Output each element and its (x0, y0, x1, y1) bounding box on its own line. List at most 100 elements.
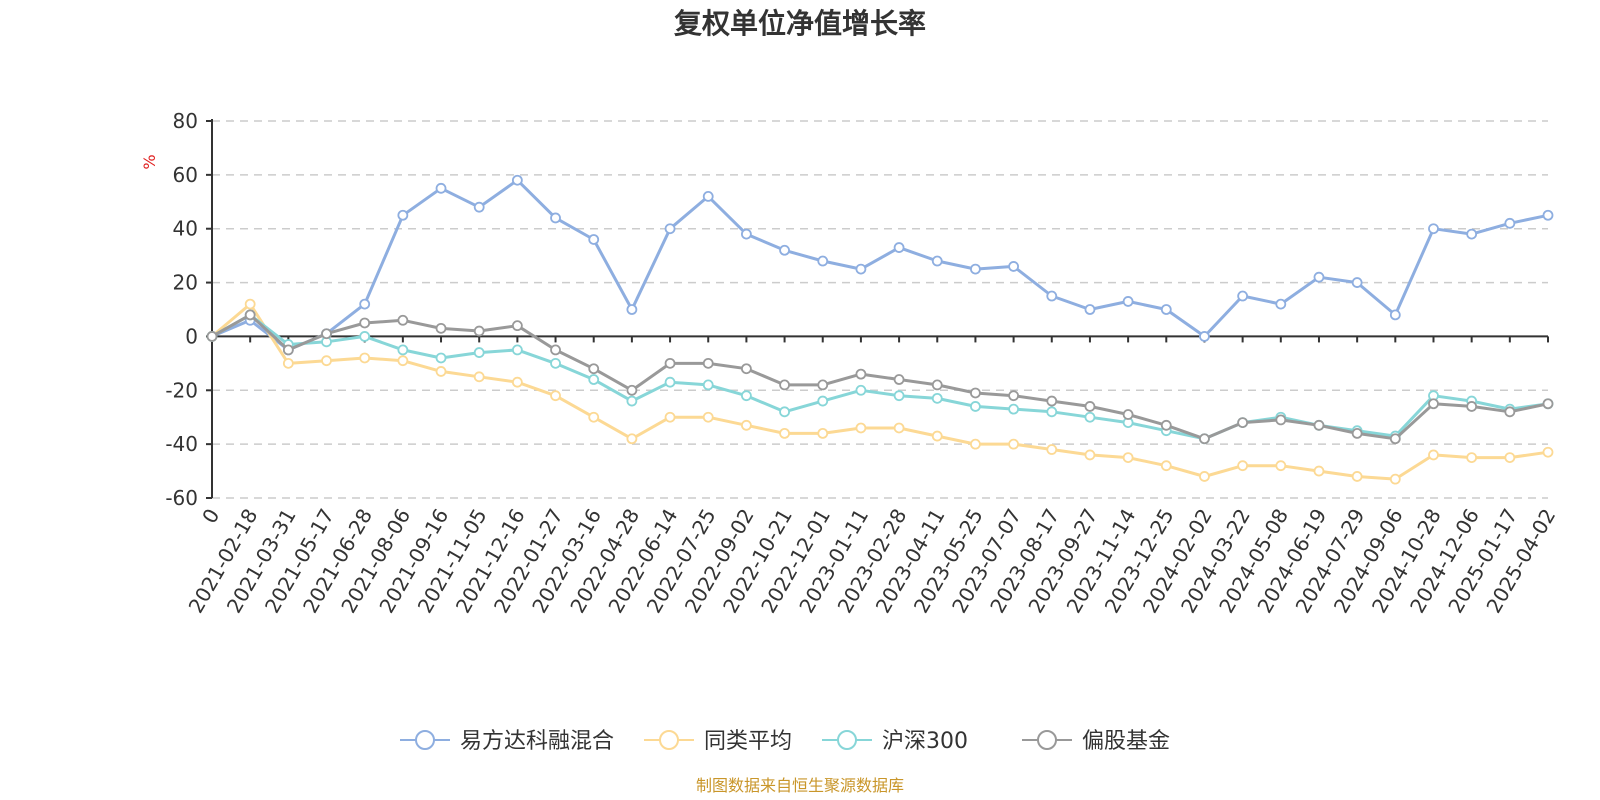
data-point (1542, 209, 1554, 221)
y-tick-label: 20 (173, 271, 198, 295)
data-point (931, 255, 943, 267)
data-point (1008, 261, 1019, 272)
data-point (970, 263, 981, 275)
legend-marker-icon (837, 730, 857, 750)
data-point (397, 355, 409, 367)
data-point (1542, 446, 1554, 458)
data-point (779, 244, 790, 256)
data-point (1275, 298, 1287, 310)
data-point (741, 228, 752, 240)
data-point (626, 433, 638, 445)
data-point (1237, 460, 1249, 472)
data-point (855, 263, 867, 275)
data-point (702, 357, 714, 369)
data-point (282, 357, 294, 369)
data-point (1466, 228, 1478, 240)
data-point (1046, 444, 1058, 455)
data-point (359, 352, 371, 364)
data-point (702, 379, 714, 391)
data-point (1122, 296, 1134, 307)
series-line-1 (210, 302, 1550, 481)
legend-marker-icon (415, 730, 435, 750)
data-point (626, 395, 638, 407)
legend-label: 易方达科融混合 (460, 729, 614, 754)
legend-item-2[interactable]: 沪深300 (822, 729, 968, 754)
data-point (588, 411, 600, 423)
data-point (664, 223, 676, 235)
data-point (1504, 217, 1516, 229)
data-point (550, 212, 561, 224)
data-point (1237, 417, 1249, 429)
data-point (359, 331, 371, 342)
data-point (1046, 395, 1058, 407)
data-point (1313, 271, 1325, 283)
data-point (1313, 419, 1325, 431)
data-point (741, 419, 752, 431)
data-point (473, 371, 485, 383)
data-point (1466, 452, 1478, 464)
data-point (1046, 290, 1058, 302)
data-point (206, 331, 218, 342)
data-point (511, 344, 523, 356)
data-point (817, 395, 829, 407)
data-point (1199, 471, 1210, 482)
data-point (626, 304, 638, 315)
data-point (550, 390, 561, 402)
legend[interactable]: 易方达科融混合 同类平均 沪深300 偏股基金 (400, 729, 1170, 754)
data-point (1428, 223, 1439, 235)
data-point (855, 422, 867, 434)
y-tick-label: -20 (165, 378, 198, 402)
data-point (1428, 449, 1439, 461)
data-point (321, 328, 332, 340)
data-point (473, 201, 485, 213)
data-point (970, 438, 981, 450)
data-point (397, 344, 409, 356)
data-point (550, 344, 561, 356)
data-point (1084, 411, 1096, 423)
data-point (741, 390, 752, 402)
y-tick-label: -40 (165, 432, 198, 456)
data-point (664, 376, 676, 388)
y-axis-unit-label: % (140, 154, 159, 169)
data-point (664, 357, 676, 369)
data-point (931, 430, 943, 442)
data-point (359, 298, 371, 310)
legend-item-0[interactable]: 易方达科融混合 (400, 729, 614, 754)
data-point (893, 422, 905, 434)
y-tick-label: 80 (173, 109, 198, 133)
data-point (1160, 419, 1172, 431)
data-point (1351, 427, 1363, 439)
data-point (1542, 398, 1554, 410)
data-point (855, 368, 867, 380)
data-point (588, 234, 600, 245)
y-tick-label: 60 (173, 163, 198, 187)
data-point (1008, 403, 1019, 415)
data-point (473, 325, 485, 337)
data-point (1237, 290, 1249, 302)
data-point (779, 379, 790, 391)
data-point (1389, 433, 1401, 445)
data-point (397, 209, 409, 221)
data-point (588, 363, 600, 375)
series-line-3 (210, 313, 1550, 441)
data-point (1084, 449, 1096, 461)
data-point (1008, 390, 1019, 402)
chart-title: 复权单位净值增长率 (674, 7, 926, 40)
data-point (893, 242, 905, 253)
data-point (321, 355, 332, 367)
data-point (359, 317, 371, 329)
legend-label: 偏股基金 (1082, 729, 1170, 754)
legend-item-1[interactable]: 同类平均 (644, 729, 792, 754)
data-point (244, 298, 256, 310)
data-point (817, 379, 829, 391)
data-point (1046, 406, 1058, 418)
series-lines (206, 174, 1554, 485)
data-point (244, 309, 256, 321)
data-source-note: 制图数据来自恒生聚源数据库 (696, 776, 904, 795)
legend-item-3[interactable]: 偏股基金 (1022, 729, 1170, 754)
data-point (1351, 277, 1363, 288)
data-point (1084, 401, 1096, 412)
data-point (893, 374, 905, 385)
data-point (931, 392, 943, 404)
